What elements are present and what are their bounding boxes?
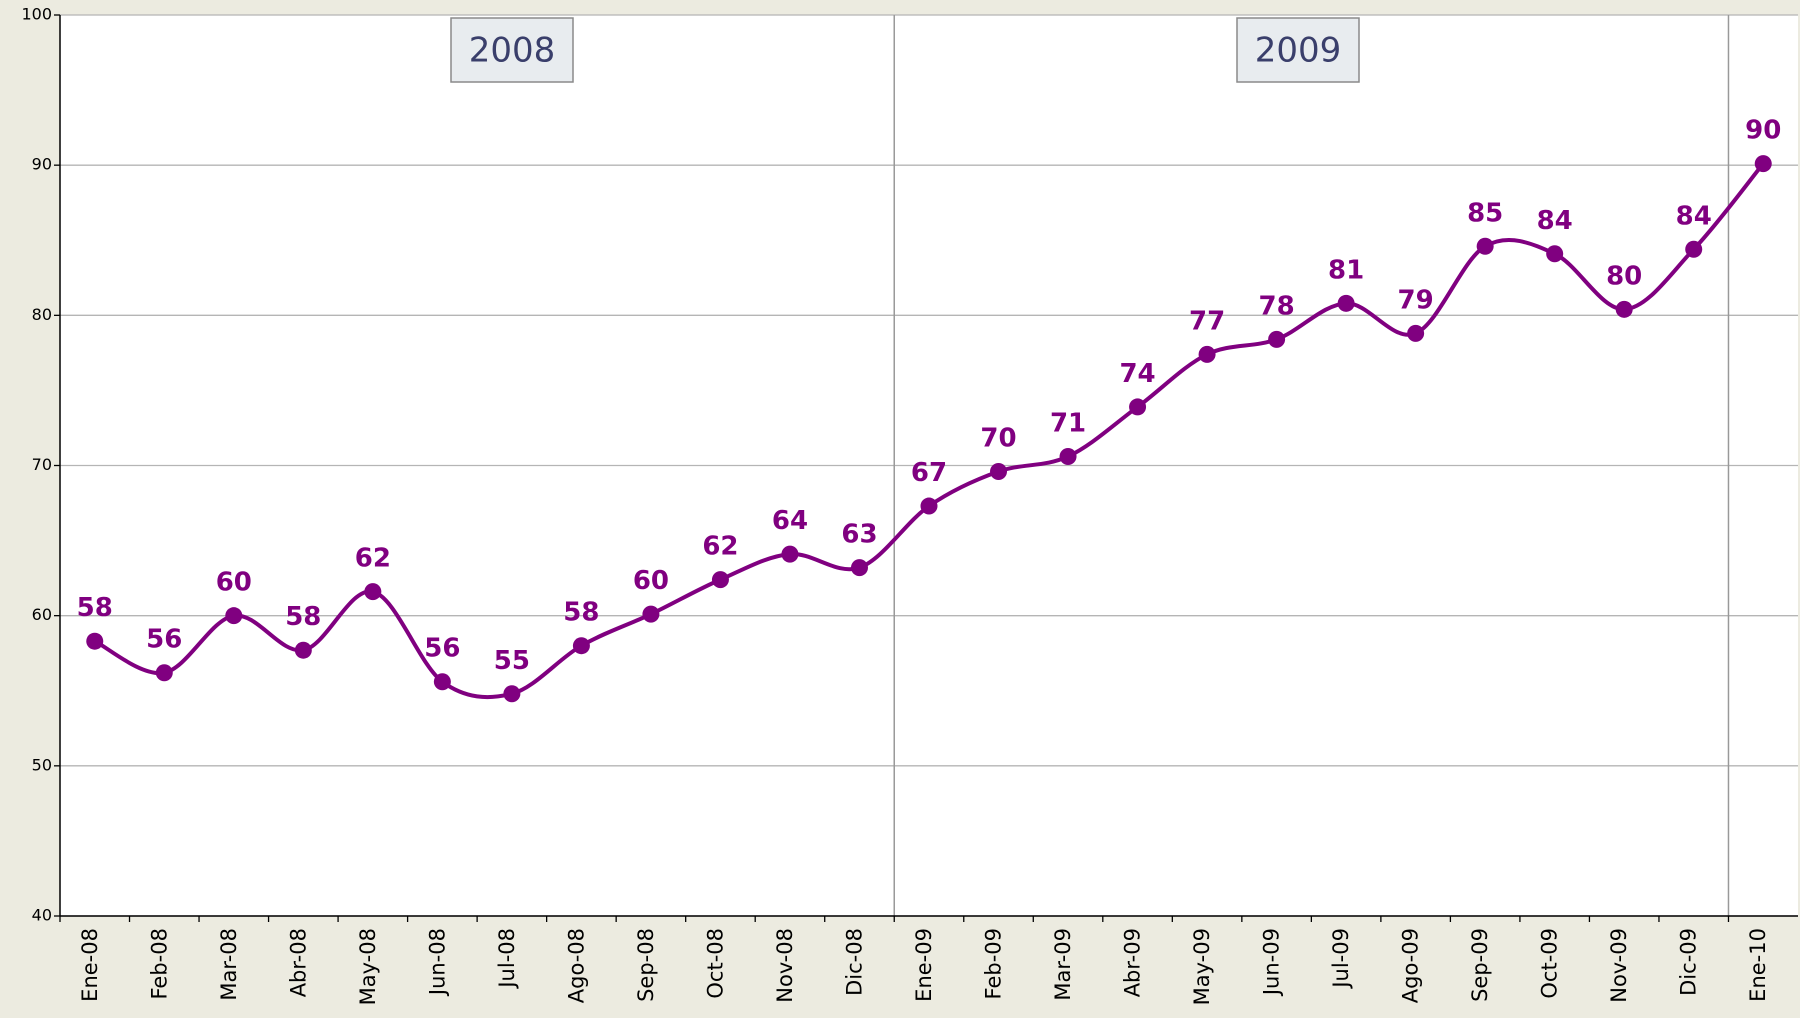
data-point [1615,300,1633,318]
x-tick-label: Dic-09 [1677,928,1701,996]
x-tick-label: Oct-08 [703,928,727,999]
year-box [1236,17,1360,83]
data-point [1546,245,1564,263]
data-point [642,605,660,623]
x-tick-label: Jul-08 [495,928,519,990]
y-tick-label: 80 [32,305,52,324]
data-label: 81 [1328,255,1364,285]
data-label: 58 [77,593,113,623]
data-label: 56 [424,634,460,664]
data-label: 80 [1606,261,1642,291]
data-label: 60 [216,568,252,598]
data-label: 74 [1119,359,1155,389]
y-tick-label: 70 [32,455,52,474]
data-label: 62 [355,544,391,574]
x-tick-label: Jun-08 [425,928,449,997]
data-point [850,559,868,577]
x-tick-label: Feb-08 [147,928,171,999]
data-label: 58 [285,602,321,632]
data-label: 84 [1676,201,1712,231]
data-point [1476,237,1494,255]
data-point [294,641,312,659]
data-label: 55 [494,646,530,676]
data-point [572,637,590,655]
x-tick-label: Ene-08 [78,928,102,1002]
y-tick-label: 90 [32,155,52,174]
data-label: 62 [702,532,738,562]
x-tick-label: Abr-09 [1121,928,1145,997]
data-label: 79 [1398,285,1434,315]
x-tick-label: Mar-09 [1051,928,1075,1001]
data-point [1337,294,1355,312]
data-point [1268,330,1286,348]
x-tick-label: Ene-09 [912,928,936,1002]
data-point [503,685,521,703]
data-point [86,632,104,650]
y-tick-label: 50 [32,755,52,774]
x-tick-label: May-08 [356,928,380,1005]
data-point [364,583,382,601]
year-label: 2008 [469,31,556,71]
data-point [781,545,799,563]
data-point [1754,155,1772,173]
year-label: 2009 [1255,31,1342,71]
x-tick-label: Ene-10 [1746,928,1770,1002]
x-tick-label: Feb-09 [982,928,1006,999]
data-label: 84 [1537,206,1573,236]
data-label: 71 [1050,408,1086,438]
data-label: 56 [146,625,182,655]
x-tick-label: May-09 [1190,928,1214,1005]
x-tick-label: Sep-08 [634,928,658,1002]
data-label: 60 [633,566,669,596]
data-label: 67 [911,458,947,488]
x-tick-label: Ago-08 [564,928,588,1003]
y-tick-label: 60 [32,605,52,624]
x-tick-label: Nov-09 [1607,928,1631,1003]
data-label: 70 [980,424,1016,454]
x-tick-label: Abr-08 [286,928,310,997]
data-point [1198,345,1216,363]
x-tick-label: Jun-09 [1260,928,1284,997]
data-point [155,664,173,682]
data-point [433,673,451,691]
data-label: 63 [841,520,877,550]
data-label: 78 [1259,291,1295,321]
y-tick-label: 100 [21,5,52,24]
data-point [1129,398,1147,416]
data-point [990,463,1008,481]
data-point [920,497,938,515]
data-point [711,571,729,589]
x-tick-label: Oct-09 [1538,928,1562,999]
x-tick-label: Ago-09 [1399,928,1423,1003]
y-tick-label: 40 [32,906,52,925]
data-point [1407,324,1425,342]
data-point [225,607,243,625]
x-tick-label: Jul-09 [1329,928,1353,990]
x-tick-label: Mar-08 [217,928,241,1001]
data-label: 90 [1745,116,1781,146]
data-point [1685,240,1703,258]
year-box [450,17,574,83]
data-label: 58 [563,598,599,628]
x-tick-label: Dic-08 [842,928,866,996]
x-tick-label: Nov-08 [773,928,797,1003]
data-label: 64 [772,506,808,536]
data-label: 85 [1467,198,1503,228]
data-label: 77 [1189,306,1225,336]
data-point [1059,447,1077,465]
x-tick-label: Sep-09 [1468,928,1492,1002]
